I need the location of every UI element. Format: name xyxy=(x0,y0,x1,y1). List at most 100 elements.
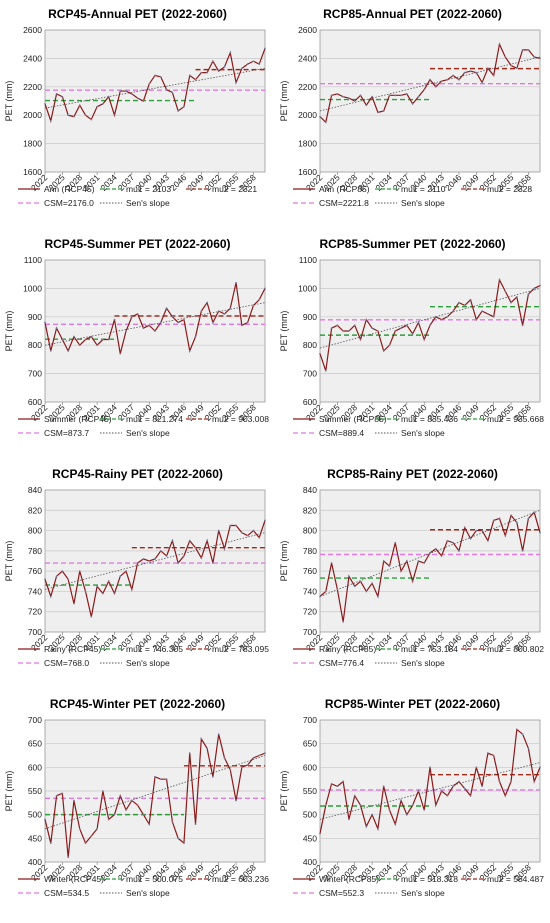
y-tick-label: 450 xyxy=(28,833,42,843)
x-tick-label: 2049 xyxy=(185,632,206,653)
data-point xyxy=(383,350,385,352)
data-point xyxy=(102,790,104,792)
data-point xyxy=(189,350,191,352)
chart-title: RCP45-Rainy PET (2022-2060) xyxy=(52,467,223,481)
legend-label: mu1 = 753.184 xyxy=(401,644,458,654)
data-point xyxy=(516,522,518,524)
data-point xyxy=(522,733,524,735)
chart-title: RCP45-Winter PET (2022-2060) xyxy=(50,697,225,711)
legend-label: Sen's slope xyxy=(401,658,445,668)
data-point xyxy=(441,790,443,792)
data-point xyxy=(148,83,150,85)
data-point xyxy=(212,562,214,564)
data-point xyxy=(183,319,185,321)
data-point xyxy=(452,75,454,77)
data-point xyxy=(528,518,530,520)
data-point xyxy=(73,603,75,605)
y-tick-label: 1800 xyxy=(23,139,42,149)
data-point xyxy=(533,288,535,290)
data-point xyxy=(171,92,173,94)
data-point xyxy=(241,67,243,69)
y-tick-label: 800 xyxy=(28,340,42,350)
data-point xyxy=(56,93,58,95)
y-tick-label: 1100 xyxy=(24,255,43,265)
chart-rcp85-summer: RCP85-Summer PET (2022-2060) 600 700 800 900… xyxy=(275,230,550,460)
data-point xyxy=(510,302,512,304)
data-point xyxy=(264,520,266,522)
data-point xyxy=(177,110,179,112)
y-tick-label: 1800 xyxy=(298,139,317,149)
data-point xyxy=(371,582,373,584)
data-point xyxy=(522,49,524,51)
chart-rcp85-winter: RCP85-Winter PET (2022-2060) 400 450 500 550… xyxy=(275,690,550,920)
data-point xyxy=(446,79,448,81)
y-tick-label: 2200 xyxy=(23,82,42,92)
legend-label: mu2 = 935.668 xyxy=(487,414,544,424)
data-point xyxy=(79,828,81,830)
data-point xyxy=(464,788,466,790)
data-point xyxy=(212,322,214,324)
y-tick-label: 600 xyxy=(303,762,317,772)
x-tick-label: 2049 xyxy=(185,862,206,883)
data-point xyxy=(528,293,530,295)
data-point xyxy=(114,593,116,595)
data-point xyxy=(108,580,110,582)
y-tick-label: 820 xyxy=(28,505,42,515)
data-point xyxy=(441,555,443,557)
y-tick-label: 2400 xyxy=(298,53,317,63)
data-point xyxy=(365,104,367,106)
data-point xyxy=(493,75,495,77)
y-tick-label: 1000 xyxy=(23,283,42,293)
data-point xyxy=(235,282,237,284)
data-point xyxy=(241,324,243,326)
data-point xyxy=(247,322,249,324)
data-point xyxy=(224,313,226,315)
data-point xyxy=(137,804,139,806)
data-point xyxy=(441,319,443,321)
data-point xyxy=(383,110,385,112)
data-point xyxy=(458,550,460,552)
data-point xyxy=(446,316,448,318)
data-point xyxy=(499,279,501,281)
data-point xyxy=(224,757,226,759)
data-point xyxy=(331,562,333,564)
data-point xyxy=(342,621,344,623)
data-point xyxy=(131,93,133,95)
legend-label: mu1 = 835.436 xyxy=(401,414,458,424)
x-tick-label: 2046 xyxy=(443,172,464,193)
data-point xyxy=(406,814,408,816)
y-tick-label: 2400 xyxy=(23,53,42,63)
data-point xyxy=(131,589,133,591)
data-point xyxy=(487,67,489,69)
data-point xyxy=(389,809,391,811)
data-point xyxy=(464,305,466,307)
data-point xyxy=(67,350,69,352)
data-point xyxy=(464,72,466,74)
data-point xyxy=(137,562,139,564)
data-point xyxy=(516,296,518,298)
chart-rcp85-rainy: RCP85-Rainy PET (2022-2060) 700 720 740 760 7… xyxy=(275,460,550,690)
data-point xyxy=(377,111,379,113)
legend-label: CSM=552.3 xyxy=(319,888,364,898)
data-point xyxy=(218,733,220,735)
data-point xyxy=(206,72,208,74)
data-point xyxy=(61,339,63,341)
legend-label: Sen's slope xyxy=(126,198,170,208)
data-point xyxy=(143,814,145,816)
chart-title: RCP85-Summer PET (2022-2060) xyxy=(319,237,505,251)
data-point xyxy=(371,327,373,329)
data-point xyxy=(73,336,75,338)
chart-svg: RCP85-Rainy PET (2022-2060)7007207407607… xyxy=(275,460,550,690)
data-point xyxy=(148,823,150,825)
legend-label: Sen's slope xyxy=(401,198,445,208)
data-point xyxy=(79,344,81,346)
data-point xyxy=(264,48,266,50)
data-point xyxy=(418,96,420,98)
legend-label: mu1 = 2110 xyxy=(401,184,446,194)
legend-label: Ann (RCP45) xyxy=(44,184,95,194)
data-point xyxy=(171,821,173,823)
data-point xyxy=(481,530,483,532)
data-point xyxy=(354,585,356,587)
data-point xyxy=(533,56,535,58)
data-point xyxy=(504,535,506,537)
